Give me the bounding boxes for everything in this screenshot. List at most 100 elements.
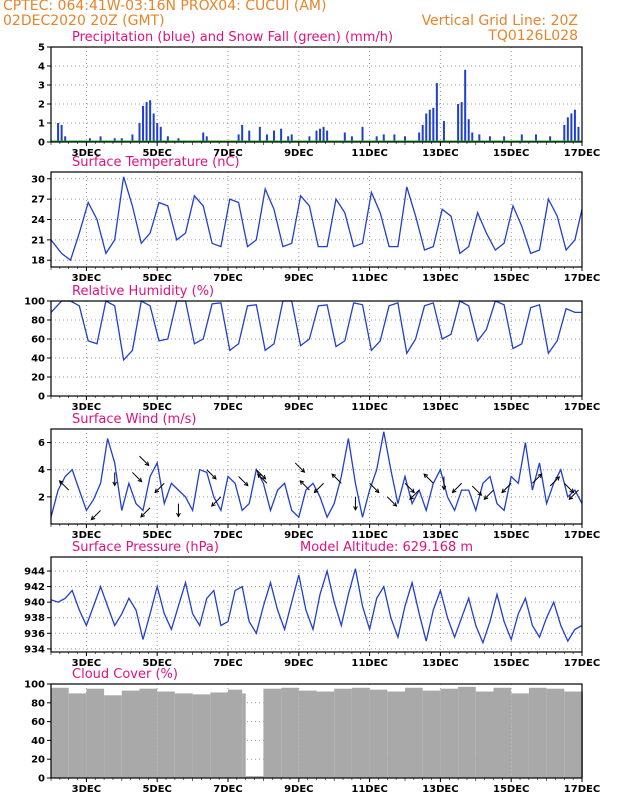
precipitation-bar [64, 136, 67, 142]
wind-arrow-head [569, 488, 575, 494]
precipitation-bar [273, 130, 276, 142]
cloud-cover-bar [210, 692, 228, 778]
precipitation-frame [50, 46, 583, 143]
header-line2-right: Vertical Grid Line: 20Z [421, 13, 578, 29]
wind-arrow [294, 462, 305, 473]
surface-temperature-xtick-label: 13DEC [422, 273, 458, 284]
precipitation-bar [57, 123, 60, 142]
wind-arrow [369, 482, 380, 493]
surface-temperature-xtick-label: 3DEC [72, 273, 101, 284]
precipitation-ytick-label: 3 [38, 81, 45, 92]
cloud-cover-bar [242, 693, 246, 778]
precipitation-bar [570, 113, 573, 142]
wind-arrow-head [211, 474, 217, 480]
cloud-cover-bar [546, 688, 565, 778]
wind-arrow-head [451, 488, 457, 494]
wind-arrow-head [568, 495, 574, 501]
cloud-cover-bar [564, 691, 582, 778]
precipitation-bar [319, 128, 322, 142]
cloud-cover-bar [387, 691, 405, 778]
surface-temperature-line [50, 176, 583, 262]
cloud-cover-bar [228, 689, 243, 778]
precipitation-bar [577, 126, 580, 142]
wind-arrow-head [441, 485, 447, 491]
wind-arrow [238, 476, 249, 487]
precipitation-bar [563, 124, 566, 142]
cloud-cover-bar [493, 687, 512, 778]
precipitation-bar [113, 138, 116, 142]
wind-arrow-head [90, 515, 96, 521]
surface-temperature-ytick-label: 18 [31, 256, 45, 267]
wind-arrow [255, 469, 266, 480]
cloud-cover-bar [139, 688, 158, 778]
cloud-cover-xtick-label: 9DEC [284, 784, 313, 795]
wind-arrow [140, 507, 151, 518]
precipitation-bar [241, 124, 244, 142]
precipitation-bar [280, 128, 283, 142]
wind-arrow-head [374, 488, 380, 494]
cloud-cover-xtick-label: 13DEC [422, 784, 458, 795]
wind-arrow-head [257, 473, 262, 479]
precipitation-bar [237, 134, 240, 142]
precipitation-bar [322, 126, 325, 142]
cloud-cover-bar [281, 687, 299, 778]
surface-temperature-xtick-label: 15DEC [493, 273, 529, 284]
surface-wind-xtick-label: 11DEC [351, 530, 387, 541]
cloud-cover-ytick-label: 100 [24, 680, 45, 691]
wind-arrow [568, 489, 579, 500]
wind-arrow-head [243, 481, 249, 487]
surface-pressure-line [50, 568, 583, 645]
cloud-cover-xtick-label: 7DEC [213, 784, 242, 795]
wind-arrow-head [112, 481, 118, 487]
relative-humidity-ytick-label: 20 [31, 373, 45, 384]
cloud-cover-xtick-label: 3DEC [72, 784, 101, 795]
surface-wind-line [50, 431, 583, 519]
cloud-cover-ytick-label: 60 [31, 717, 45, 728]
surface-pressure-ytick-label: 938 [24, 613, 45, 624]
precipitation-bar [520, 134, 523, 142]
surface-wind-ytick-label: 2 [38, 492, 45, 503]
precipitation-xtick-label: 17DEC [564, 148, 600, 159]
relative-humidity-frame [50, 300, 583, 397]
cloud-cover-title: Cloud Cover (%) [72, 667, 178, 682]
header-line1-left: CPTEC: 064:41W-03:16N PROX04: CUCUI (AM) [3, 0, 327, 14]
precipitation-xtick-label: 15DEC [493, 148, 529, 159]
precipitation-bar [131, 134, 134, 142]
wind-arrow [154, 482, 165, 493]
relative-humidity-xtick-label: 9DEC [284, 402, 313, 413]
cloud-cover-bar [174, 693, 193, 778]
cloud-cover-bar [104, 695, 122, 778]
precipitation-bar [60, 124, 63, 142]
precipitation-bar [159, 126, 162, 142]
relative-humidity-xtick-label: 11DEC [351, 402, 387, 413]
relative-humidity-ytick-label: 40 [31, 354, 45, 365]
precipitation-ytick-label: 4 [38, 62, 45, 73]
cloud-cover-bar [86, 688, 105, 778]
precipitation-ytick-label: 5 [38, 43, 45, 54]
precipitation-bar [287, 136, 290, 142]
precipitation-bar [503, 136, 506, 142]
wind-arrow-head [176, 512, 181, 518]
precipitation-xtick-label: 5DEC [142, 148, 171, 159]
wind-arrow-head [300, 468, 306, 473]
surface-wind-xtick-label: 15DEC [493, 530, 529, 541]
cloud-cover-bar [334, 688, 352, 778]
surface-pressure-ytick-label: 934 [24, 644, 45, 655]
wind-arrow [331, 473, 342, 484]
surface-pressure-xtick-label: 17DEC [564, 658, 600, 669]
precipitation-bar [418, 132, 421, 142]
surface-temperature-xtick-label: 7DEC [213, 273, 242, 284]
precipitation-title: Precipitation (blue) and Snow Fall (gree… [72, 30, 393, 45]
wind-arrow-head [537, 473, 543, 479]
surface-pressure-xtick-label: 15DEC [493, 658, 529, 669]
precipitation-bar [202, 132, 205, 142]
precipitation-bar [156, 123, 159, 142]
cloud-cover-bar [51, 687, 69, 778]
cloud-cover-ytick-label: 40 [31, 736, 45, 747]
wind-arrow [471, 485, 482, 496]
surface-temperature-frame [50, 171, 583, 268]
surface-pressure-title: Surface Pressure (hPa) [72, 540, 219, 555]
precipitation-bar [421, 124, 424, 142]
cloud-cover-bar [121, 690, 140, 778]
